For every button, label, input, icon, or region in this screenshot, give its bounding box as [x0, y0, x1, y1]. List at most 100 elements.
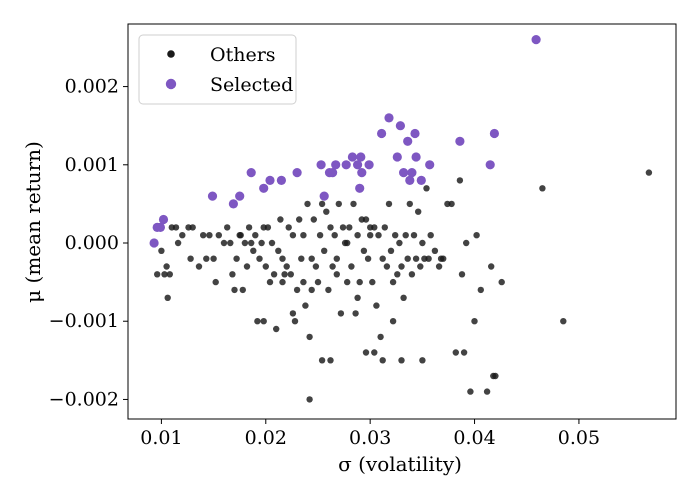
others-point	[331, 232, 338, 239]
others-point	[283, 263, 290, 270]
others-point	[385, 200, 393, 208]
selected-point	[411, 152, 421, 162]
y-tick-label: 0.001	[65, 154, 119, 176]
others-point	[163, 263, 170, 270]
others-point	[377, 333, 384, 341]
others-point	[260, 224, 267, 231]
others-point	[427, 232, 434, 239]
selected-point	[341, 160, 351, 170]
others-point	[460, 349, 468, 356]
others-point	[327, 224, 334, 231]
others-point	[346, 224, 353, 231]
others-point	[367, 232, 374, 239]
others-point	[354, 294, 361, 301]
others-point	[335, 200, 342, 208]
selected-point	[416, 175, 426, 185]
selected-point	[319, 191, 329, 201]
selected-point	[328, 168, 338, 178]
points-layer	[149, 35, 653, 403]
legend-marker-selected	[165, 78, 177, 90]
others-point	[356, 278, 363, 286]
others-point	[262, 263, 269, 270]
selected-point	[425, 160, 435, 170]
others-point	[287, 271, 294, 278]
others-point	[281, 271, 288, 278]
others-point	[645, 169, 653, 176]
others-point	[423, 185, 430, 192]
selected-point	[407, 168, 417, 178]
others-point	[277, 216, 284, 223]
others-point	[404, 255, 411, 262]
others-point	[308, 286, 315, 294]
selected-point	[364, 160, 374, 170]
y-tick-label: 0.002	[65, 76, 119, 98]
selected-point	[265, 175, 275, 185]
selected-point	[158, 214, 169, 225]
others-point	[306, 396, 313, 403]
others-point	[266, 278, 274, 286]
others-point	[560, 318, 567, 325]
others-point	[270, 271, 278, 278]
others-point	[437, 255, 445, 262]
others-point	[279, 255, 286, 262]
x-tick-label: 0.02	[245, 427, 287, 449]
selected-point	[489, 128, 499, 139]
y-tick-label: −0.002	[49, 388, 119, 410]
others-point	[166, 271, 173, 278]
others-point	[412, 255, 420, 262]
others-point	[172, 224, 180, 231]
others-point	[360, 247, 368, 254]
others-point	[452, 349, 459, 356]
others-point	[321, 247, 328, 254]
y-tick-label: −0.001	[49, 310, 119, 332]
legend-marker-others	[167, 50, 175, 58]
selected-point	[357, 168, 367, 178]
others-point	[306, 333, 313, 341]
selected-point	[410, 128, 420, 139]
others-point	[298, 255, 305, 262]
others-point	[339, 224, 347, 231]
others-point	[164, 294, 171, 301]
others-point	[289, 232, 297, 239]
others-point	[161, 271, 168, 278]
others-point	[229, 271, 236, 278]
others-point	[316, 232, 324, 239]
others-point	[212, 278, 219, 286]
others-point	[248, 239, 255, 247]
y-tick-label: 0.000	[65, 232, 119, 254]
others-point	[279, 278, 286, 286]
others-point	[400, 294, 407, 301]
others-point	[187, 255, 194, 262]
others-point	[408, 271, 416, 278]
others-point	[195, 263, 203, 270]
selected-point	[347, 152, 357, 162]
plot-frame	[127, 23, 677, 420]
others-point	[379, 357, 386, 364]
others-point	[333, 255, 340, 262]
legend: Others Selected	[138, 34, 297, 105]
others-point	[371, 349, 378, 356]
others-point	[227, 239, 234, 247]
y-axis: −0.002 −0.001 0.000 0.001 0.002	[49, 76, 128, 410]
others-point	[300, 232, 307, 239]
others-point	[473, 232, 480, 239]
others-point	[304, 200, 311, 208]
others-point	[344, 239, 351, 247]
others-point	[362, 216, 370, 223]
others-point	[275, 247, 282, 254]
others-point	[375, 232, 382, 239]
selected-point	[395, 121, 405, 131]
others-point	[293, 286, 301, 294]
others-point	[406, 200, 413, 208]
legend-box	[138, 34, 297, 105]
others-point	[318, 357, 326, 364]
x-axis-title: σ (volatility)	[338, 452, 462, 476]
others-point	[314, 278, 322, 286]
others-point	[224, 224, 231, 231]
others-point	[333, 271, 340, 278]
others-point	[189, 224, 196, 231]
others-point	[417, 263, 424, 270]
others-point	[285, 224, 292, 231]
selected-point	[246, 168, 256, 178]
selected-point	[331, 160, 341, 170]
